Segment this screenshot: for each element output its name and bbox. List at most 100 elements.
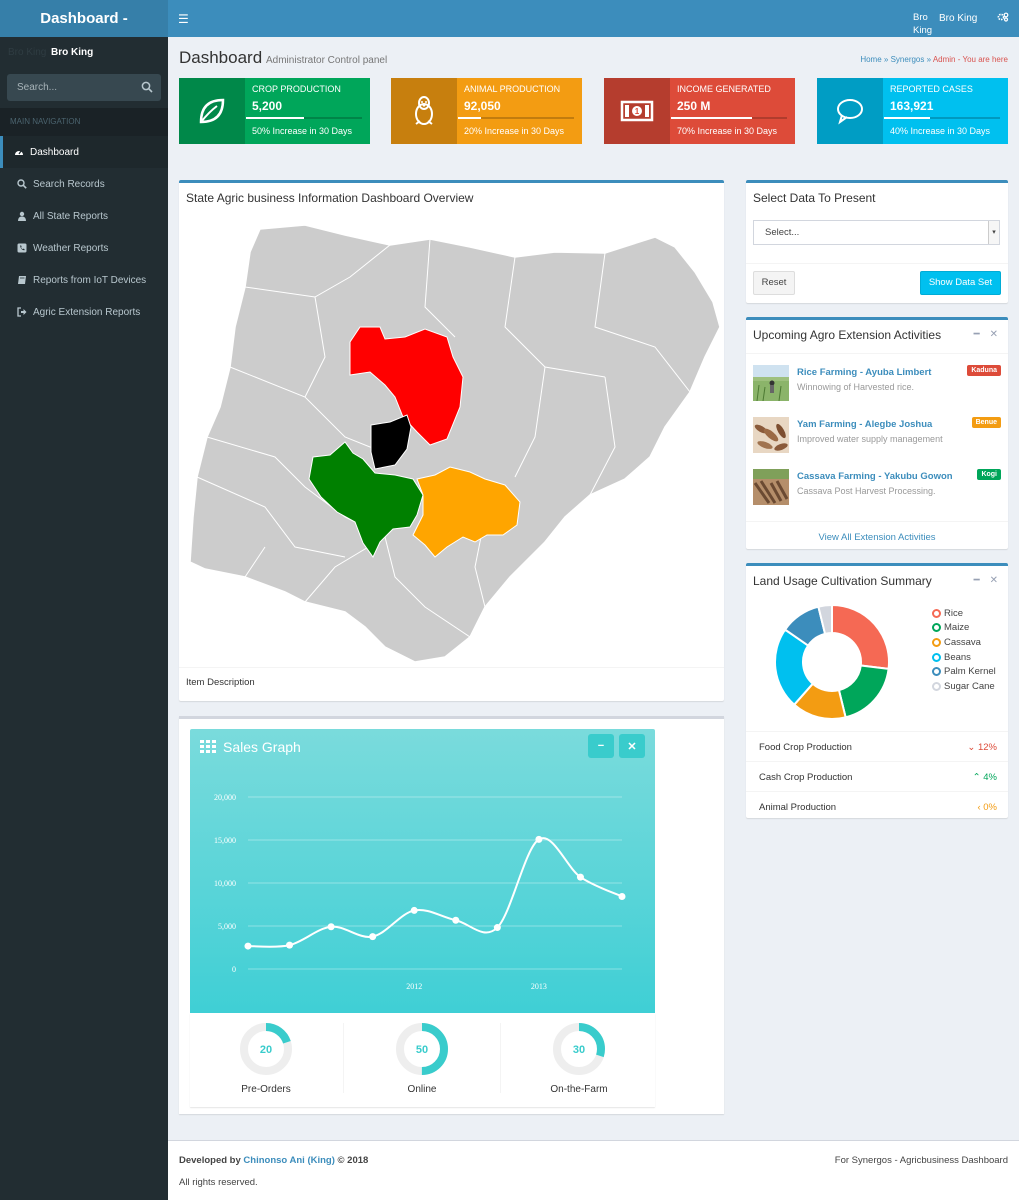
circle-icon: [932, 681, 941, 691]
chevron-down-icon[interactable]: ▾: [988, 221, 999, 244]
dashboard-icon: [13, 147, 25, 157]
data-point[interactable]: [410, 906, 418, 914]
divider: [746, 521, 1008, 522]
data-point[interactable]: [618, 892, 626, 900]
th-icon: [200, 740, 216, 756]
legend-label: Sugar Cane: [944, 680, 995, 692]
view-all-activities-link[interactable]: View All Extension Activities: [818, 532, 936, 543]
minus-icon[interactable]: ━: [973, 329, 980, 340]
sidebar-item-label: Agric Extension Reports: [33, 306, 141, 318]
sidebar-item-search-records[interactable]: Search Records: [0, 168, 168, 200]
yam-farming-image: [753, 417, 789, 453]
stat-percent: 4%: [983, 772, 997, 783]
data-point[interactable]: [452, 916, 460, 924]
box-tools: ━ ✕: [974, 329, 998, 340]
sidebar-item-weather-reports[interactable]: Weather Reports: [0, 232, 168, 264]
user-image-alt: Bro King: [8, 47, 47, 58]
breadcrumb-synergos[interactable]: Synergos: [890, 55, 925, 64]
map-box-title: State Agric business Information Dashboa…: [186, 191, 474, 205]
map-region-red[interactable]: [349, 326, 464, 446]
rice-farming-image: [753, 365, 789, 401]
svg-text:1: 1: [635, 107, 640, 116]
breadcrumb-separator: »: [924, 55, 933, 64]
data-point[interactable]: [286, 941, 294, 949]
y-tick-label: 10,000: [214, 879, 236, 888]
user-icon: [16, 211, 28, 221]
list-item: Yam Farming - Alegbe Joshua Improved wat…: [753, 417, 1001, 457]
knob-value: 30: [573, 1044, 585, 1056]
reset-button[interactable]: Reset: [753, 271, 795, 295]
pie-slice-maize[interactable]: [837, 664, 890, 719]
sidebar-item-label: Search Records: [33, 178, 105, 190]
breadcrumb-current: Admin - You are here: [932, 55, 1008, 64]
item-description: Item Description: [186, 677, 255, 688]
footer-developed: Developed by: [179, 1155, 244, 1166]
data-point[interactable]: [244, 942, 252, 950]
close-button[interactable]: ✕: [619, 734, 645, 758]
data-point[interactable]: [493, 924, 501, 932]
map-region-green[interactable]: [308, 441, 424, 558]
breadcrumb-home[interactable]: Home: [860, 55, 882, 64]
data-point[interactable]: [369, 933, 377, 941]
close-icon[interactable]: ✕: [989, 329, 998, 340]
book-icon: [16, 275, 28, 285]
activity-description: Winnowing of Harvested rice.: [797, 382, 915, 392]
map-region-black[interactable]: [370, 414, 412, 470]
show-data-set-button[interactable]: Show Data Set: [920, 271, 1001, 295]
data-point[interactable]: [327, 923, 335, 931]
activity-title[interactable]: Cassava Farming - Yakubu Gowon: [797, 471, 953, 482]
footer-year: © 2018: [334, 1155, 369, 1166]
pie-slice-sugar-cane[interactable]: [817, 603, 833, 636]
knob-label: On-the-Farm: [550, 1084, 608, 1095]
hamburger-icon[interactable]: ☰: [178, 12, 189, 26]
phone-square-icon: [16, 243, 28, 253]
info-box-reported-cases: REPORTED CASES 163,921 40% Increase in 3…: [817, 78, 1008, 144]
activity-title[interactable]: Rice Farming - Ayuba Limbert: [797, 367, 932, 378]
knob-value: 20: [260, 1044, 272, 1056]
close-icon[interactable]: ✕: [989, 575, 998, 586]
sidebar-item-all-state-reports[interactable]: All State Reports: [0, 200, 168, 232]
knob-online[interactable]: 50 Online: [346, 1021, 498, 1101]
minus-button[interactable]: −: [588, 734, 614, 758]
comment-icon: [817, 78, 883, 144]
top-user-image-alt[interactable]: Bro King: [913, 12, 933, 36]
sales-graph-title: Sales Graph: [223, 739, 301, 755]
author-link[interactable]: Chinonso Ani (King): [243, 1155, 335, 1166]
map-region-orange[interactable]: [412, 466, 521, 558]
sidebar-item-label: Reports from IoT Devices: [33, 274, 147, 286]
search-input[interactable]: [7, 74, 127, 101]
info-box-value: 163,921: [890, 99, 934, 113]
circle-icon: [932, 652, 941, 662]
sidebar-item-iot-reports[interactable]: Reports from IoT Devices: [0, 264, 168, 296]
x-tick-label: 2013: [531, 982, 547, 991]
data-select[interactable]: Select... ▾: [753, 220, 1000, 245]
top-navbar: ☰ Bro King Bro King: [168, 0, 1019, 37]
sidebar-item-agric-extension-reports[interactable]: Agric Extension Reports: [0, 296, 168, 328]
activities-title: Upcoming Agro Extension Activities: [753, 328, 942, 342]
footer-credit: Developed by Chinonso Ani (King) © 2018: [179, 1155, 368, 1166]
pie-slice-rice[interactable]: [831, 603, 890, 670]
app-logo[interactable]: Dashboard -: [0, 0, 168, 37]
sidebar-item-dashboard[interactable]: Dashboard: [0, 136, 168, 168]
stat-row-animal: Animal Production ‹ 0%: [746, 791, 1008, 821]
y-tick-label: 15,000: [214, 836, 236, 845]
knob-on-the-farm[interactable]: 30 On-the-Farm: [503, 1021, 655, 1101]
circle-icon: [932, 623, 941, 633]
top-user-name[interactable]: Bro King: [939, 13, 978, 24]
minus-icon[interactable]: ━: [973, 575, 980, 586]
data-point[interactable]: [535, 835, 543, 843]
sidebar-item-label: All State Reports: [33, 210, 109, 222]
knob-pre-orders[interactable]: 20 Pre-Orders: [190, 1021, 342, 1101]
data-point[interactable]: [576, 873, 584, 881]
activity-title[interactable]: Yam Farming - Alegbe Joshua: [797, 419, 933, 430]
select-data-title: Select Data To Present: [753, 191, 876, 205]
chart-legend: Rice Maize Cassava Beans Palm Kernel Sug…: [932, 606, 996, 694]
stat-label: Cash Crop Production: [759, 772, 853, 783]
sidebar-item-label: Dashboard: [30, 146, 79, 158]
gears-icon[interactable]: [997, 12, 1009, 25]
data-select-value: Select...: [765, 227, 800, 238]
sidebar-search: [7, 74, 161, 101]
search-icon[interactable]: [141, 81, 153, 93]
nigeria-map[interactable]: [185, 217, 723, 663]
x-tick-label: 2012: [406, 982, 422, 991]
